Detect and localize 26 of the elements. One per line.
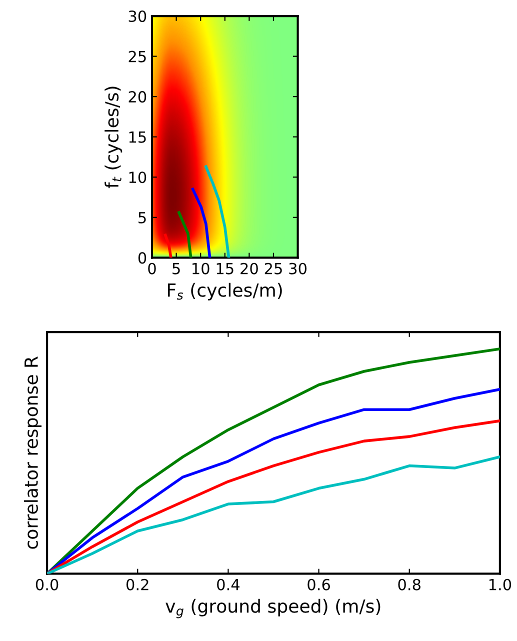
y-tick-label: 5 bbox=[138, 212, 146, 224]
x-tick-label: 5 bbox=[172, 263, 180, 274]
line-series bbox=[191, 188, 212, 258]
x-axis-title: v$_{g}$ (ground speed) (m/s) bbox=[166, 598, 380, 618]
x-tick-label: 0.0 bbox=[36, 578, 58, 590]
x-tick-label: 15 bbox=[216, 263, 234, 274]
y-axis-title: f$_{t}$ (cycles/s) bbox=[104, 86, 122, 188]
x-tick-label: 0.4 bbox=[217, 578, 240, 590]
y-tick-label: 25 bbox=[128, 50, 146, 62]
y-tick-label: 0 bbox=[138, 252, 146, 264]
x-tick-label: 20 bbox=[240, 262, 258, 274]
x-tick-label: 10 bbox=[192, 262, 210, 274]
x-tick-label: 30 bbox=[289, 262, 306, 274]
x-tick-label: 1.0 bbox=[489, 578, 512, 590]
y-tick-label: 10 bbox=[129, 172, 146, 184]
y-tick-label: 30 bbox=[128, 10, 146, 22]
x-tick-label: 25 bbox=[264, 262, 282, 274]
x-tick-label: 0.8 bbox=[398, 578, 420, 590]
y-tick-label: 15 bbox=[129, 132, 146, 143]
y-axis-title: correlator response R bbox=[24, 356, 42, 549]
x-tick-label: 0 bbox=[148, 262, 156, 274]
line-series bbox=[204, 165, 230, 258]
y-tick-label: 20 bbox=[128, 91, 146, 103]
x-tick-label: 0.6 bbox=[308, 578, 330, 590]
x-tick-label: 0.2 bbox=[126, 578, 148, 590]
x-axis-title: F$_{s}$ (cycles/m) bbox=[168, 282, 282, 300]
